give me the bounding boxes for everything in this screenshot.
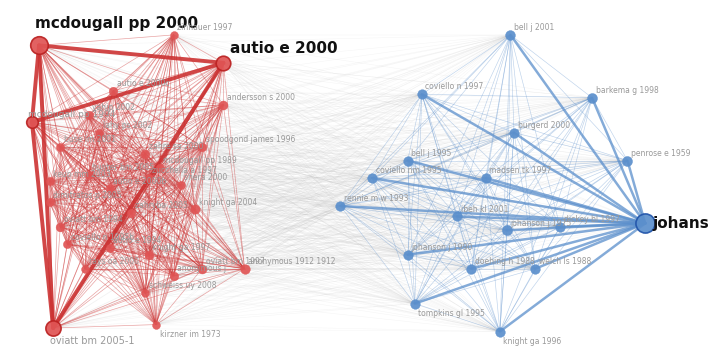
- Point: [508, 130, 520, 135]
- Text: yahip 2002: yahip 2002: [92, 103, 135, 112]
- Point: [168, 32, 179, 38]
- Point: [501, 228, 513, 233]
- Point: [104, 245, 116, 251]
- Point: [140, 290, 151, 296]
- Point: [154, 165, 165, 170]
- Point: [33, 43, 45, 48]
- Point: [55, 144, 66, 149]
- Text: coviello nm 1995: coviello nm 1995: [376, 166, 442, 175]
- Point: [452, 214, 463, 219]
- Point: [218, 102, 229, 107]
- Text: autio e 2000: autio e 2000: [230, 41, 338, 56]
- Point: [196, 144, 208, 149]
- Text: keup mm 2003: keup mm 2003: [53, 170, 111, 179]
- Point: [586, 95, 598, 101]
- Text: zahre sa 2000: zahre sa 2000: [149, 142, 203, 151]
- Text: lahy ps 2002: lahy ps 2002: [103, 121, 152, 130]
- Text: knight ga 1997: knight ga 1997: [152, 243, 211, 252]
- Point: [622, 158, 633, 163]
- Text: dimitratos p 2005: dimitratos p 2005: [53, 191, 122, 200]
- Text: ibeh kl 2001: ibeh kl 2001: [461, 205, 508, 214]
- Text: zahryba 2005: zahryba 2005: [135, 201, 188, 210]
- Text: barkema g 1998: barkema g 1998: [596, 86, 659, 95]
- Point: [367, 175, 378, 181]
- Text: autio e 1994: autio e 1994: [113, 236, 162, 245]
- Text: coviello n 1995b: coviello n 1995b: [71, 232, 134, 242]
- Text: autio e 2000b: autio e 2000b: [113, 177, 167, 186]
- Text: shera 2000: shera 2000: [184, 173, 228, 182]
- Point: [505, 32, 516, 38]
- Point: [104, 186, 116, 191]
- Text: anonymous 1912 1912: anonymous 1912 1912: [248, 257, 335, 266]
- Text: madsen tk 1997: madsen tk 1997: [489, 166, 552, 175]
- Point: [62, 242, 73, 247]
- Text: doehing h 1988: doehing h 1988: [475, 257, 535, 266]
- Point: [196, 266, 208, 272]
- Text: kirzner im 1973: kirzner im 1973: [160, 329, 220, 339]
- Point: [26, 119, 38, 125]
- Text: bell j 2001: bell j 2001: [514, 23, 554, 32]
- Text: schweiss uy 2008: schweiss uy 2008: [149, 281, 216, 290]
- Text: welch ls 1988: welch ls 1988: [539, 257, 591, 266]
- Text: oviatt bm 2005-1: oviatt bm 2005-1: [50, 335, 134, 346]
- Text: andersson s 2000: andersson s 2000: [227, 93, 295, 102]
- Text: coviello n 1997: coviello n 1997: [425, 82, 484, 91]
- Point: [143, 252, 155, 258]
- Text: spoodgond james 1996: spoodgond james 1996: [206, 135, 295, 144]
- Text: mcdougall pp 2000: mcdougall pp 2000: [35, 16, 199, 31]
- Point: [150, 322, 162, 327]
- Point: [79, 266, 91, 272]
- Text: anonymous j: anonymous j: [177, 264, 226, 273]
- Text: rays oa 2000: rays oa 2000: [89, 257, 139, 266]
- Text: tompkins gl 1995: tompkins gl 1995: [418, 309, 485, 318]
- Point: [554, 224, 566, 230]
- Point: [175, 182, 186, 188]
- Point: [44, 179, 55, 184]
- Point: [83, 112, 94, 118]
- Text: oviatt bm 1997: oviatt bm 1997: [206, 257, 264, 266]
- Point: [402, 252, 413, 258]
- Text: johanson j 1975: johanson j 1975: [510, 218, 571, 228]
- Point: [218, 60, 229, 66]
- Text: burgerd 2000: burgerd 2000: [518, 121, 570, 130]
- Text: oviatt bm 1994: oviatt bm 1994: [64, 215, 123, 224]
- Point: [44, 200, 55, 205]
- Text: hunter bm 2005: hunter bm 2005: [92, 163, 154, 172]
- Point: [108, 88, 119, 94]
- Point: [530, 266, 541, 272]
- Text: dickey bl 1997: dickey bl 1997: [564, 215, 620, 224]
- Text: johanson j 1977: johanson j 1977: [652, 216, 709, 231]
- Point: [402, 158, 413, 163]
- Point: [335, 203, 346, 209]
- Point: [640, 221, 651, 226]
- Point: [239, 266, 250, 272]
- Point: [140, 151, 151, 156]
- Point: [48, 325, 59, 331]
- Text: knight ga 2004: knight ga 2004: [199, 198, 257, 207]
- Point: [125, 210, 137, 216]
- Point: [466, 266, 477, 272]
- Point: [168, 273, 179, 279]
- Point: [189, 207, 201, 212]
- Point: [143, 175, 155, 181]
- Text: buse lm 2001: buse lm 2001: [64, 135, 116, 144]
- Point: [94, 130, 105, 135]
- Point: [480, 175, 491, 181]
- Text: johanson j 1990: johanson j 1990: [411, 243, 472, 252]
- Point: [83, 172, 94, 177]
- Text: autio e 2000c: autio e 2000c: [117, 79, 169, 88]
- Point: [55, 224, 66, 230]
- Text: rennie m w 1993: rennie m w 1993: [344, 194, 408, 203]
- Text: bell j 1995: bell j 1995: [411, 149, 452, 158]
- Text: penrose e 1959: penrose e 1959: [631, 149, 691, 158]
- Point: [409, 301, 420, 306]
- Text: knight ga 1996: knight ga 1996: [503, 336, 562, 346]
- Text: mcdougall pp 1989: mcdougall pp 1989: [163, 156, 237, 165]
- Point: [416, 91, 428, 97]
- Text: zinhauer 1997: zinhauer 1997: [177, 23, 233, 32]
- Text: mcdougall pp 1994: mcdougall pp 1994: [28, 110, 116, 119]
- Text: zucchella a 1997: zucchella a 1997: [152, 166, 218, 175]
- Point: [494, 329, 506, 334]
